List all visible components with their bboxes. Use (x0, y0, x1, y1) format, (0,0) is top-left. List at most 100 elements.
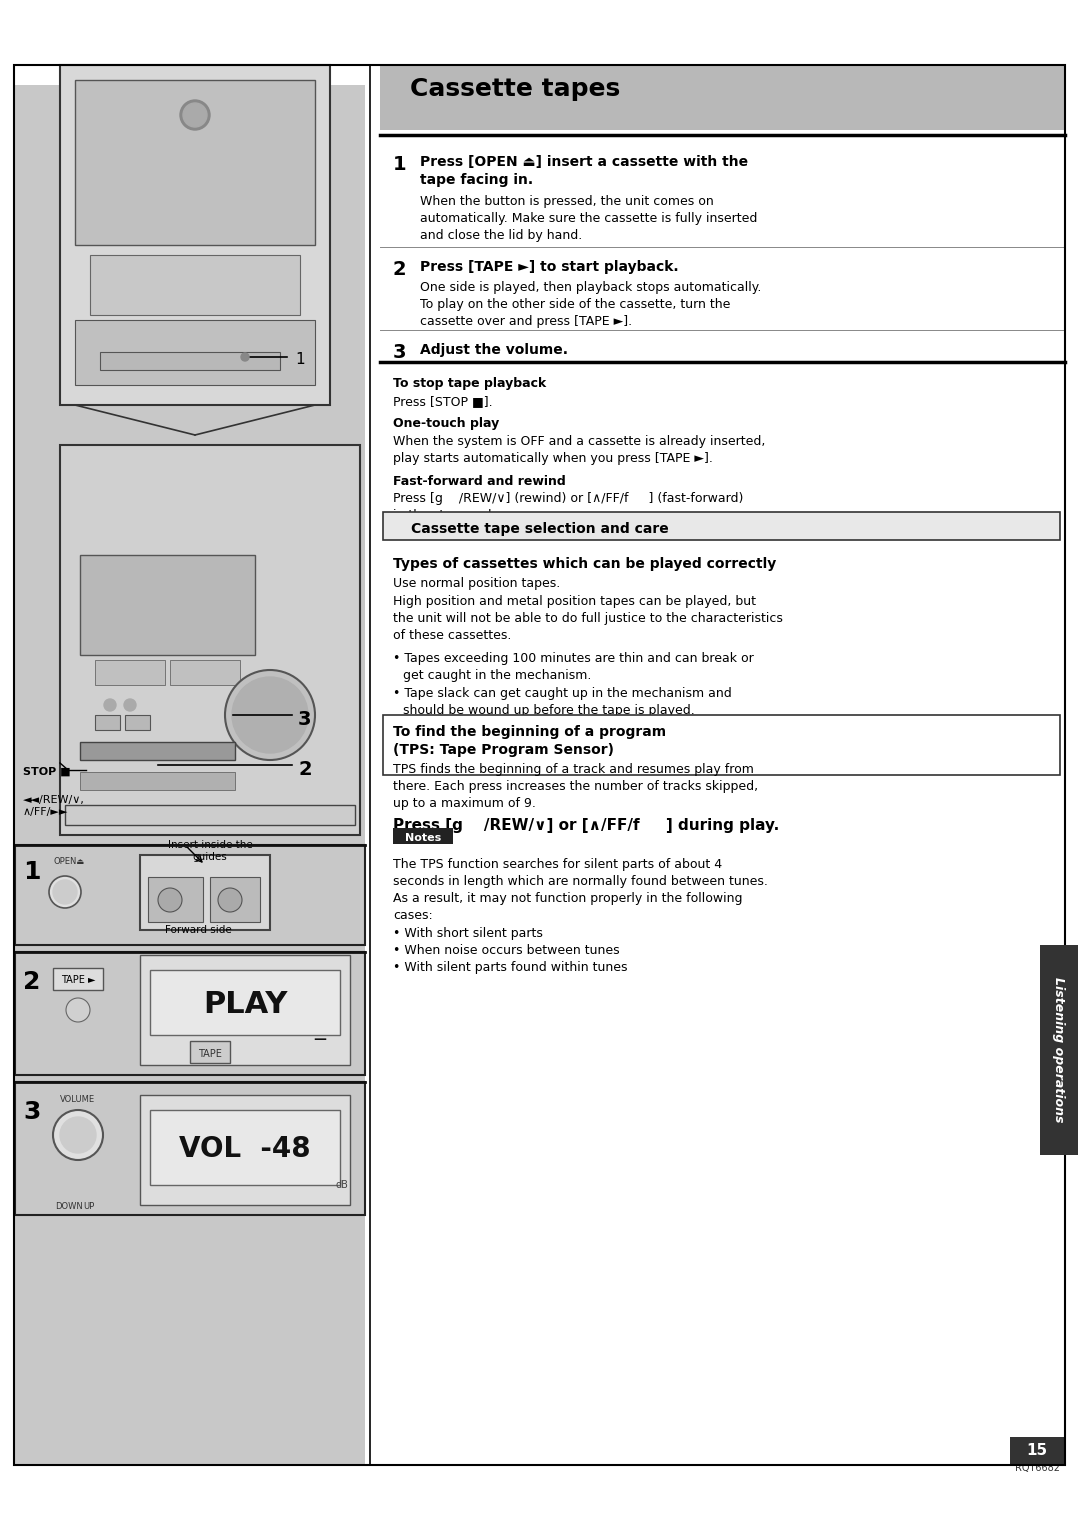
Text: RQT6682: RQT6682 (1014, 1462, 1059, 1473)
Bar (95, 660, 165, 685)
Text: To find the beginning of a program: To find the beginning of a program (393, 724, 666, 740)
Text: • Endless tapes can get caught up in the deck’s moving: • Endless tapes can get caught up in the… (393, 721, 744, 735)
Circle shape (158, 888, 183, 912)
Text: OPEN⏏: OPEN⏏ (53, 857, 84, 866)
Bar (170, 660, 240, 685)
Text: of these cassettes.: of these cassettes. (393, 628, 511, 642)
Bar (125, 715, 150, 730)
Text: PLAY: PLAY (203, 990, 287, 1019)
Text: STOP ■: STOP ■ (23, 767, 70, 778)
Text: Use normal position tapes.: Use normal position tapes. (393, 576, 561, 590)
Circle shape (104, 698, 116, 711)
Bar (75, 79, 315, 246)
Bar (75, 320, 315, 384)
Text: get caught in the mechanism.: get caught in the mechanism. (403, 669, 592, 682)
Text: Press [OPEN ⏏] insert a cassette with the: Press [OPEN ⏏] insert a cassette with th… (420, 156, 748, 169)
Text: DOWN: DOWN (55, 1202, 83, 1211)
Text: Insert inside the
guides: Insert inside the guides (167, 840, 253, 862)
Text: TAPE ►: TAPE ► (60, 974, 95, 985)
Text: Listening operations: Listening operations (1053, 978, 1066, 1122)
Text: Notes: Notes (405, 833, 441, 843)
Text: in the stop mode.: in the stop mode. (393, 509, 503, 522)
Bar (210, 877, 260, 923)
Text: • Tapes exceeding 100 minutes are thin and can break or: • Tapes exceeding 100 minutes are thin a… (393, 653, 754, 665)
Text: 2: 2 (23, 970, 40, 994)
Text: ◄◄/REW/∨,
∧/FF/►►: ◄◄/REW/∨, ∧/FF/►► (23, 795, 85, 816)
Circle shape (53, 1110, 103, 1161)
Bar (60, 66, 330, 406)
Text: Cassette tape selection and care: Cassette tape selection and care (411, 522, 669, 535)
Bar (1040, 946, 1078, 1154)
Bar (150, 1110, 340, 1185)
Text: should be wound up before the tape is played.: should be wound up before the tape is pl… (403, 705, 694, 717)
Text: 3: 3 (393, 343, 406, 361)
Bar (95, 715, 120, 730)
Text: When the button is pressed, the unit comes on: When the button is pressed, the unit com… (420, 195, 714, 207)
Text: seconds in length which are normally found between tunes.: seconds in length which are normally fou… (393, 875, 768, 888)
Text: Cassette tapes: Cassette tapes (410, 76, 620, 101)
Text: UP: UP (83, 1202, 94, 1211)
Text: Press [g    /REW/∨] or [∧/FF/f     ] during play.: Press [g /REW/∨] or [∧/FF/f ] during pla… (393, 817, 780, 833)
Circle shape (66, 997, 90, 1022)
Text: TPS finds the beginning of a track and resumes play from: TPS finds the beginning of a track and r… (393, 762, 754, 776)
Circle shape (180, 101, 210, 130)
Text: To play on the other side of the cassette, turn the: To play on the other side of the cassett… (420, 297, 730, 311)
Text: the unit will not be able to do full justice to the characteristics: the unit will not be able to do full jus… (393, 612, 783, 625)
Circle shape (241, 352, 249, 361)
Text: When the system is OFF and a cassette is already inserted,: When the system is OFF and a cassette is… (393, 435, 766, 448)
Bar (60, 445, 360, 836)
Text: Adjust the volume.: Adjust the volume. (420, 343, 568, 357)
Text: up to a maximum of 9.: up to a maximum of 9. (393, 798, 536, 810)
Text: TAPE: TAPE (198, 1049, 221, 1058)
Circle shape (60, 1116, 96, 1153)
Bar (140, 1095, 350, 1205)
Text: • Tape slack can get caught up in the mechanism and: • Tape slack can get caught up in the me… (393, 686, 732, 700)
Bar (100, 352, 280, 371)
Bar (53, 968, 103, 990)
Text: Press [STOP ■].: Press [STOP ■]. (393, 395, 492, 409)
Bar (80, 743, 235, 759)
Bar (15, 845, 365, 946)
Text: Types of cassettes which can be played correctly: Types of cassettes which can be played c… (393, 557, 777, 570)
Text: parts if used incorrectly.: parts if used incorrectly. (403, 740, 554, 752)
Circle shape (232, 677, 308, 753)
Bar (383, 715, 1059, 775)
Circle shape (225, 669, 315, 759)
Text: and close the lid by hand.: and close the lid by hand. (420, 229, 582, 242)
Text: there. Each press increases the number of tracks skipped,: there. Each press increases the number o… (393, 779, 758, 793)
Bar (15, 85, 365, 1466)
Text: • With silent parts found within tunes: • With silent parts found within tunes (393, 961, 627, 974)
Text: As a result, it may not function properly in the following: As a result, it may not function properl… (393, 892, 743, 904)
Circle shape (183, 104, 207, 127)
Circle shape (218, 888, 242, 912)
Text: • With short silent parts: • With short silent parts (393, 927, 543, 939)
Bar (90, 255, 300, 316)
Text: _: _ (314, 1020, 325, 1040)
Bar (190, 1042, 230, 1063)
Bar (148, 877, 203, 923)
Text: Press [g    /REW/∨] (rewind) or [∧/FF/f     ] (fast-forward): Press [g /REW/∨] (rewind) or [∧/FF/f ] (… (393, 493, 743, 505)
Circle shape (49, 875, 81, 907)
Text: VOL  -48: VOL -48 (179, 1135, 311, 1164)
Text: 2: 2 (393, 259, 407, 279)
Bar (15, 1083, 365, 1215)
Text: cassette over and press [TAPE ►].: cassette over and press [TAPE ►]. (420, 316, 632, 328)
Circle shape (124, 698, 136, 711)
Bar (380, 85, 1065, 1466)
Text: tape facing in.: tape facing in. (420, 172, 534, 188)
Bar (393, 828, 453, 843)
Bar (1010, 1437, 1065, 1466)
Text: Forward side: Forward side (164, 926, 231, 935)
Text: One-touch play: One-touch play (393, 416, 499, 430)
Text: automatically. Make sure the cassette is fully inserted: automatically. Make sure the cassette is… (420, 212, 757, 226)
Text: To stop tape playback: To stop tape playback (393, 377, 546, 390)
Text: cases:: cases: (393, 909, 433, 923)
Text: 3: 3 (298, 711, 311, 729)
Bar (150, 970, 340, 1035)
Text: • When noise occurs between tunes: • When noise occurs between tunes (393, 944, 620, 958)
Bar (80, 772, 235, 790)
Text: (TPS: Tape Program Sensor): (TPS: Tape Program Sensor) (393, 743, 615, 756)
Bar (140, 955, 350, 1064)
Text: 1: 1 (295, 352, 305, 368)
Text: 3: 3 (23, 1100, 40, 1124)
